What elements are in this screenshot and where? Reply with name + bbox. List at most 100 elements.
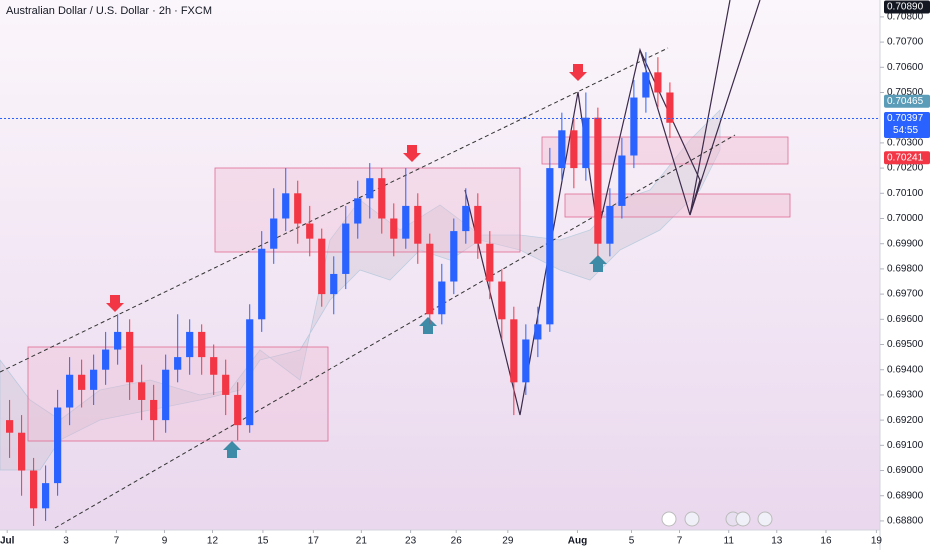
candle xyxy=(258,231,266,332)
candle-body xyxy=(186,331,194,358)
candle-body xyxy=(126,331,134,383)
candle xyxy=(126,319,134,400)
price-label: 0.70397 xyxy=(887,113,924,124)
candle xyxy=(558,112,566,181)
candle xyxy=(138,364,146,421)
price-label: 0.70241 xyxy=(887,152,924,163)
candle xyxy=(42,465,50,521)
candle-body xyxy=(606,205,614,244)
candle xyxy=(294,180,302,244)
y-tick-label: 0.70600 xyxy=(887,62,924,73)
candle xyxy=(546,147,554,332)
candle-body xyxy=(630,97,638,156)
x-tick-label: 15 xyxy=(257,536,269,547)
x-tick-label: 12 xyxy=(207,536,219,547)
candle-body xyxy=(258,248,266,320)
candle xyxy=(450,218,458,295)
countdown: 54:55 xyxy=(893,125,918,136)
zone-box xyxy=(541,136,789,165)
candle xyxy=(18,415,26,496)
candle xyxy=(90,354,98,405)
plot-background xyxy=(0,0,880,530)
down-arrow xyxy=(106,295,124,312)
event-icon[interactable] xyxy=(661,511,677,527)
candle-body xyxy=(462,205,470,232)
candle xyxy=(306,205,314,257)
price-label-box xyxy=(884,111,930,138)
candle-body xyxy=(390,218,398,239)
candle-body xyxy=(438,281,446,315)
candle-body xyxy=(330,273,338,295)
channel-line xyxy=(0,47,669,373)
candle xyxy=(102,331,110,385)
candle xyxy=(402,168,410,249)
candle-body xyxy=(282,193,290,219)
candle-body xyxy=(366,178,374,199)
x-tick-label: 7 xyxy=(114,536,120,547)
candle xyxy=(582,92,590,181)
candle xyxy=(630,79,638,169)
candle-body xyxy=(426,243,434,315)
y-tick-label: 0.70000 xyxy=(887,213,924,224)
candle xyxy=(174,314,182,383)
candle-body xyxy=(54,407,62,484)
candle-body xyxy=(378,178,386,219)
y-tick-label: 0.68800 xyxy=(887,516,924,527)
x-tick-label: 11 xyxy=(724,536,735,547)
candle-body xyxy=(222,374,230,395)
cloud xyxy=(0,109,721,471)
candle-body xyxy=(570,130,578,169)
candle xyxy=(606,188,614,257)
candle xyxy=(534,306,542,358)
candle-body xyxy=(510,319,518,383)
x-tick-label: 3 xyxy=(63,536,69,547)
candle xyxy=(198,324,206,375)
candle-body xyxy=(78,374,86,390)
candle-body xyxy=(138,382,146,400)
candle-body xyxy=(246,319,254,426)
candle xyxy=(210,344,218,395)
y-tick-label: 0.69000 xyxy=(887,465,924,476)
x-tick-label: 7 xyxy=(677,536,683,547)
candle-body xyxy=(666,92,674,123)
candle-body xyxy=(270,218,278,249)
x-tick-label: 23 xyxy=(405,536,417,547)
y-tick-label: 0.70800 xyxy=(887,12,924,23)
x-tick-label: 29 xyxy=(502,536,514,547)
event-icon[interactable] xyxy=(757,511,773,527)
down-arrow xyxy=(569,64,587,81)
time-axis xyxy=(0,530,880,550)
candle xyxy=(6,399,14,458)
y-tick-label: 0.69600 xyxy=(887,314,924,325)
price-label: 0.70890 xyxy=(887,2,924,13)
y-tick-label: 0.69900 xyxy=(887,238,924,249)
x-tick-label: Jul xyxy=(0,536,15,547)
candle-body xyxy=(114,331,122,350)
price-label-box xyxy=(884,94,930,108)
price-label-box xyxy=(884,151,930,165)
candle xyxy=(486,231,494,300)
y-tick-label: 0.70100 xyxy=(887,188,924,199)
candle xyxy=(330,256,338,315)
candle xyxy=(414,193,422,264)
price-label-box xyxy=(884,0,930,14)
candle xyxy=(498,268,506,340)
candle-body xyxy=(150,399,158,421)
down-arrow xyxy=(403,145,421,162)
event-icon[interactable] xyxy=(684,511,700,527)
candle-body xyxy=(522,339,530,383)
candle xyxy=(270,188,278,264)
x-tick-label: 17 xyxy=(308,536,320,547)
candle xyxy=(66,357,74,426)
x-tick-label: 16 xyxy=(820,536,832,547)
candle xyxy=(438,263,446,325)
event-icon[interactable] xyxy=(735,511,751,527)
candle xyxy=(150,384,158,441)
x-tick-label: Aug xyxy=(568,536,587,547)
up-arrow xyxy=(419,317,437,334)
y-tick-label: 0.70700 xyxy=(887,37,924,48)
y-tick-label: 0.69500 xyxy=(887,339,924,350)
candle-body xyxy=(486,243,494,282)
candle-body xyxy=(642,72,650,98)
